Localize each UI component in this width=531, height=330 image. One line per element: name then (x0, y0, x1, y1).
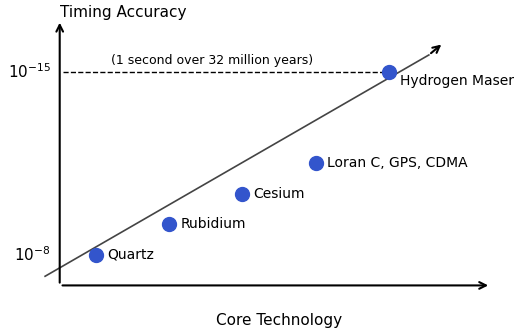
Text: Quartz: Quartz (107, 248, 154, 262)
Point (311, 161, 320, 166)
Text: Rubidium: Rubidium (181, 217, 246, 231)
Text: Hydrogen Maser: Hydrogen Maser (400, 74, 513, 88)
Text: (1 second over 32 million years): (1 second over 32 million years) (111, 54, 313, 67)
Point (238, 191, 247, 196)
Text: Timing Accuracy: Timing Accuracy (59, 5, 186, 20)
Point (92, 252, 100, 257)
Text: Core Technology: Core Technology (216, 313, 342, 328)
Point (384, 69, 393, 74)
Text: Cesium: Cesium (253, 187, 305, 201)
Point (165, 222, 174, 227)
Text: Loran C, GPS, CDMA: Loran C, GPS, CDMA (327, 156, 467, 170)
Text: $10^{-15}$: $10^{-15}$ (8, 62, 51, 81)
Text: $10^{-8}$: $10^{-8}$ (14, 246, 51, 264)
